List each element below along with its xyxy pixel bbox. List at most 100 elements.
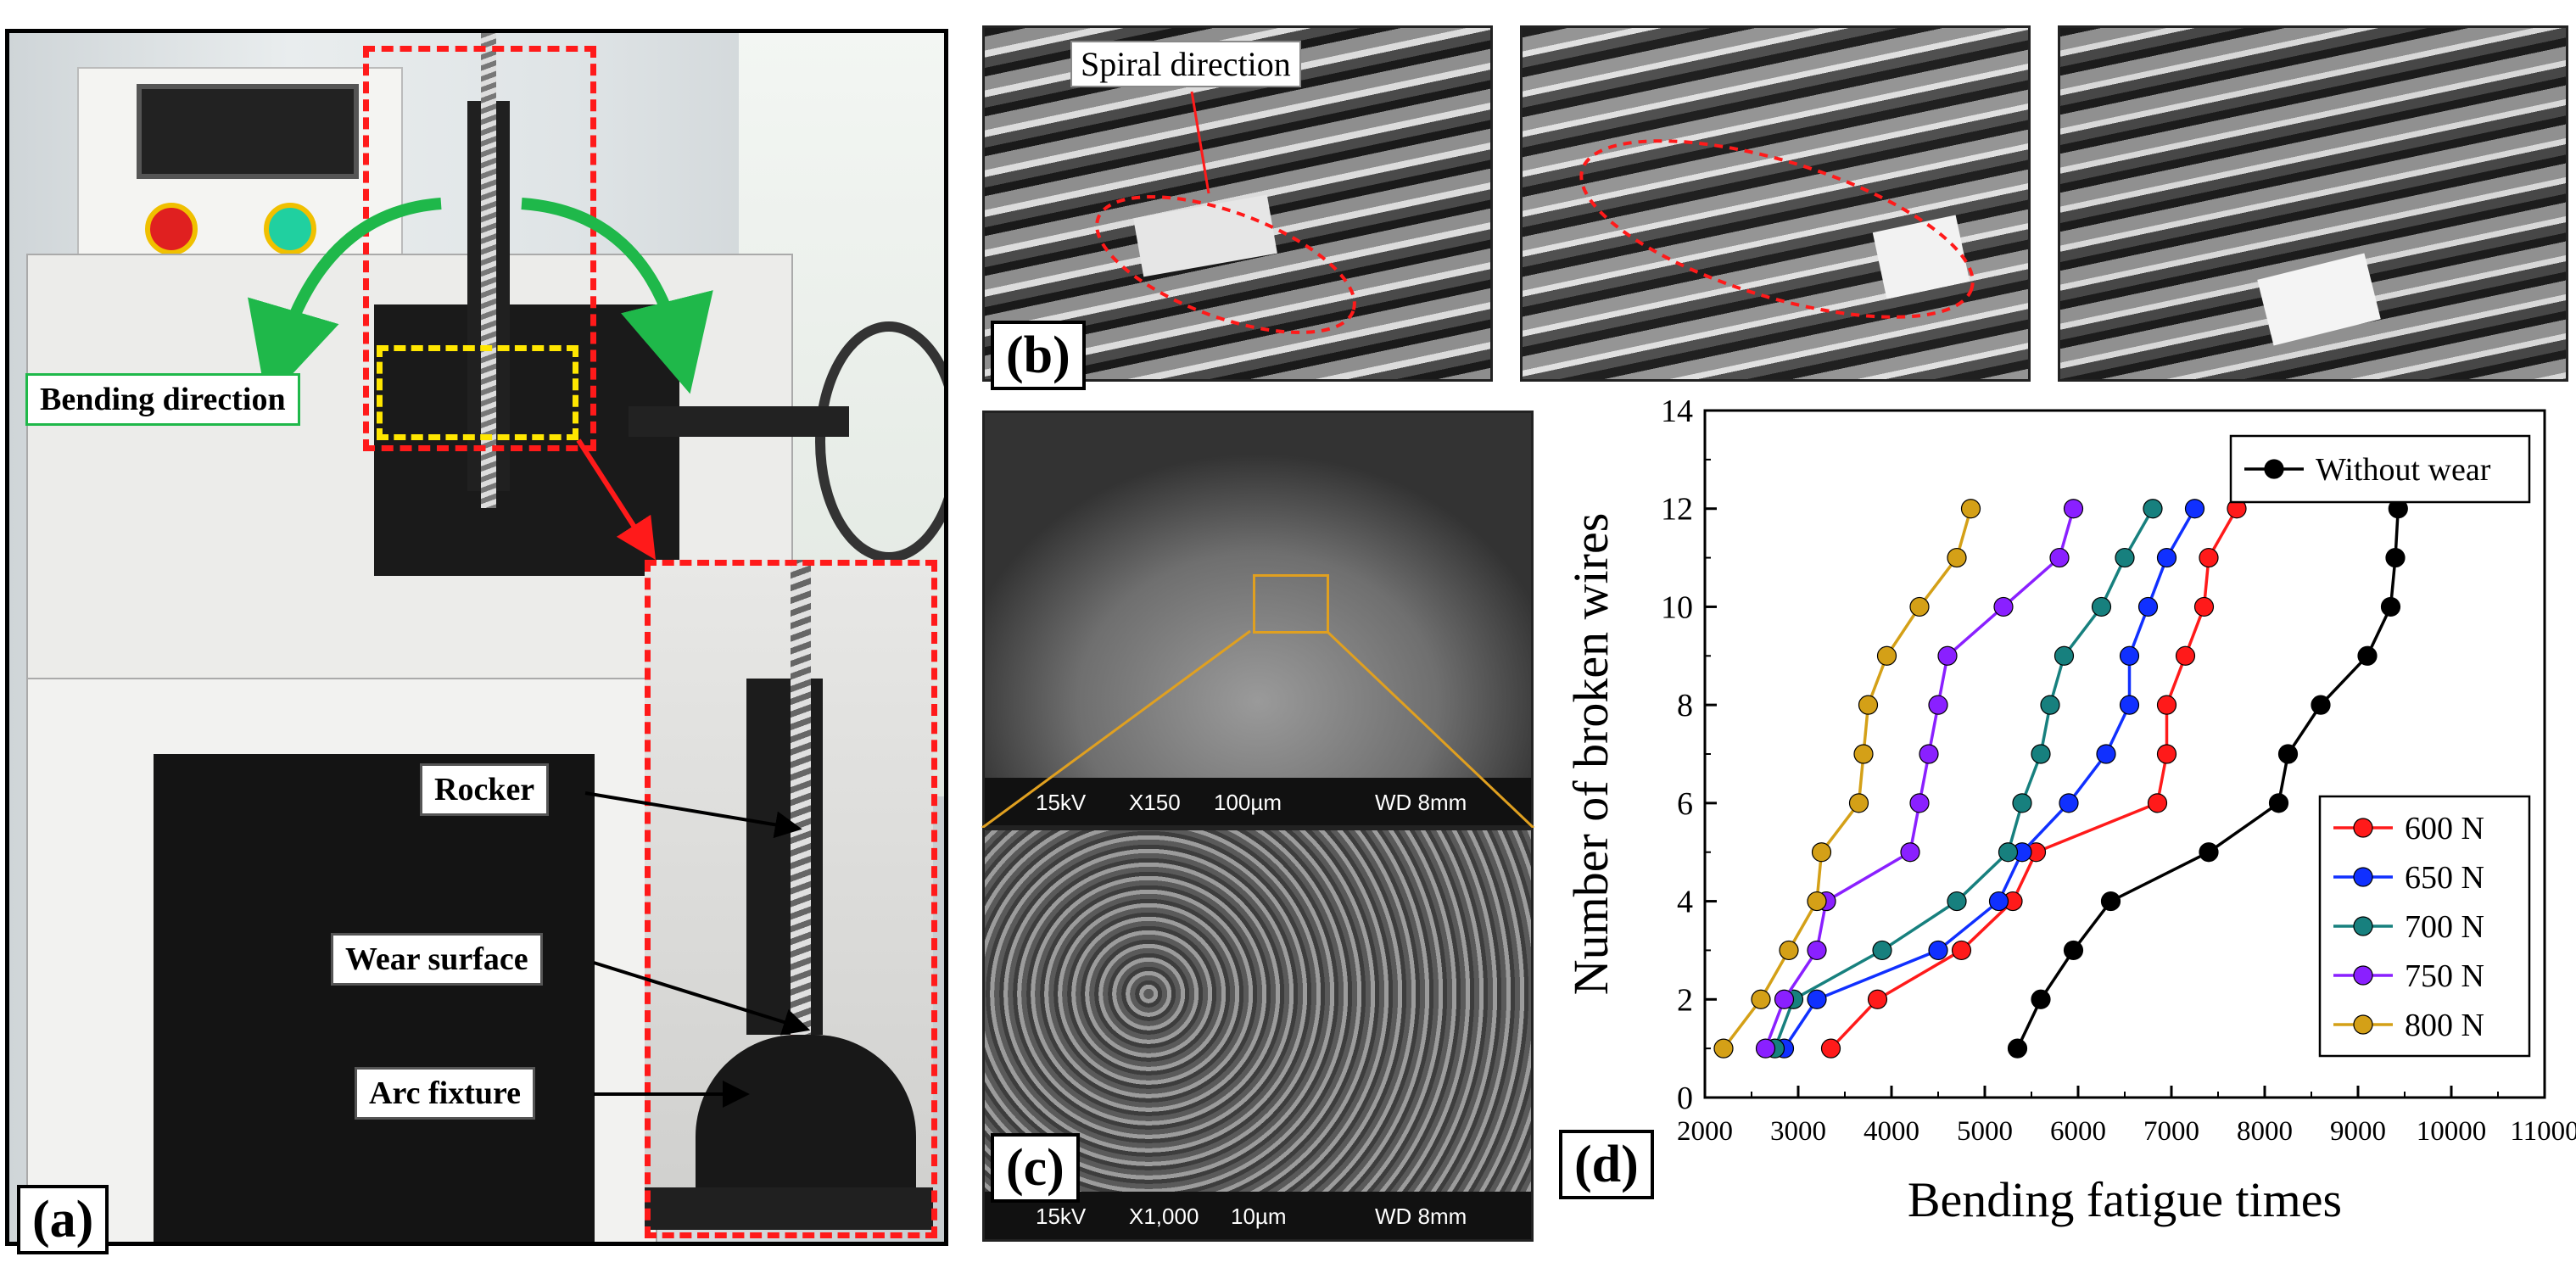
control-screen [137, 84, 359, 179]
series-point [1713, 1038, 1734, 1059]
wear-surface-arrow [593, 961, 811, 1036]
rocker-region-box [363, 46, 596, 451]
x-tick-label: 6000 [2050, 1116, 2106, 1147]
spiral-pointer-line [1190, 91, 1210, 194]
cabinet-door [154, 754, 595, 1242]
rocker-label: Rocker [420, 763, 550, 816]
series-point [2007, 1038, 2028, 1059]
x-tick-label: 7000 [2143, 1116, 2199, 1147]
series-point [2199, 842, 2219, 863]
series-point [2119, 645, 2140, 666]
micrograph-b3 [2058, 25, 2568, 382]
series-point [1807, 989, 1827, 1009]
sem-zoom-box [1253, 574, 1329, 634]
series-point [2091, 596, 2112, 617]
y-tick-label: 14 [1661, 394, 1693, 429]
legend-marker [2353, 916, 2373, 936]
series-point [2063, 499, 2084, 519]
inset-arc-fixture [696, 1035, 916, 1204]
callout-arrows [584, 791, 811, 1108]
series-point [2193, 596, 2215, 617]
x-tick-label: 4000 [1864, 1116, 1919, 1147]
legend-label: 700 N [2405, 909, 2484, 945]
y-tick-label: 2 [1677, 982, 1693, 1018]
x-tick-label: 9000 [2330, 1116, 2386, 1147]
series-point [1988, 891, 2009, 912]
series-point [1919, 744, 1939, 764]
inset-border [645, 560, 937, 1238]
series-point [2096, 744, 2116, 764]
series-point [1867, 989, 1888, 1009]
arc-fixture-label: Arc fixture [355, 1067, 536, 1120]
legend-label: 750 N [2405, 958, 2484, 994]
arc-region-box [377, 345, 578, 440]
legend-label: Without wear [2316, 452, 2491, 488]
sem-zoom-lines [981, 629, 1535, 830]
zoom-inset-photo [645, 560, 933, 1230]
wire-rope-top [481, 33, 496, 508]
panel-d-tag: (d) [1559, 1130, 1654, 1199]
series-point [2184, 499, 2205, 519]
series-point [2199, 547, 2219, 568]
series-point [1751, 989, 1771, 1009]
micrograph-b2 [1520, 25, 2031, 382]
series-point [2012, 793, 2032, 813]
panel-b-tag: (b) [991, 321, 1086, 390]
y-tick-label: 0 [1677, 1081, 1693, 1116]
panel-a-tag: (a) [17, 1185, 109, 1254]
y-tick-label: 12 [1661, 492, 1693, 528]
series-point [2143, 499, 2163, 519]
series-point [1872, 940, 1892, 961]
rocker-arrow [584, 791, 802, 839]
series-point [1774, 989, 1795, 1009]
sem-bottom-kv: 15kV [1036, 1204, 1087, 1229]
series-point [1848, 793, 1869, 813]
series-point [2137, 596, 2159, 617]
series-point [1928, 695, 1948, 715]
legend-marker [2353, 1014, 2373, 1035]
x-tick-label: 11000 [2510, 1116, 2576, 1147]
legend-marker [2264, 459, 2284, 479]
sem-top-kv: 15kV [1036, 790, 1087, 815]
series-point [2311, 695, 2331, 715]
power-button-icon [264, 203, 316, 255]
series-point [1998, 842, 2019, 863]
series-point [1858, 695, 1879, 715]
fatigue-chart: 2000 3000 4000 5000 6000 7000 8000 9000 10000 110… [1563, 394, 2576, 1227]
legend-label: 800 N [2405, 1008, 2484, 1043]
series-point [2049, 547, 2070, 568]
series-point [2357, 645, 2378, 666]
y-tick-label: 4 [1677, 885, 1693, 920]
sem-top-wd: WD 8mm [1375, 790, 1467, 815]
spiral-direction-overlay [1095, 91, 1975, 334]
series-point [2100, 891, 2121, 912]
series-point [2156, 695, 2177, 715]
series-point [1951, 940, 1972, 961]
legend-marker [2353, 965, 2373, 986]
inset-base [645, 1187, 933, 1230]
series-point [2119, 695, 2140, 715]
legend-label: 600 N [2405, 811, 2484, 846]
bending-direction-arrows [248, 198, 713, 561]
series-point [1853, 744, 1874, 764]
series-point [1937, 645, 1958, 666]
bending-arrow-right [521, 198, 713, 394]
bending-arrow-left [248, 198, 442, 402]
series-point [1928, 940, 1948, 961]
legend-marker [2353, 818, 2373, 838]
series-point [2054, 645, 2075, 666]
series-point [2175, 645, 2196, 666]
sem-top-scale: 100µm [1214, 790, 1282, 815]
handwheel-shaft [629, 406, 849, 437]
series-point [2059, 793, 2079, 813]
series-point [2063, 940, 2084, 961]
panel-c-tag: (c) [991, 1133, 1080, 1203]
series-point [1807, 940, 1827, 961]
series-point [1960, 499, 1981, 519]
wear-surface-label: Wear surface [331, 933, 543, 986]
y-tick-label: 10 [1661, 589, 1693, 625]
sem-top-mag: X150 [1129, 790, 1181, 815]
x-tick-label: 2000 [1677, 1116, 1733, 1147]
series-point [2115, 547, 2135, 568]
y-tick-label: 8 [1677, 688, 1693, 723]
